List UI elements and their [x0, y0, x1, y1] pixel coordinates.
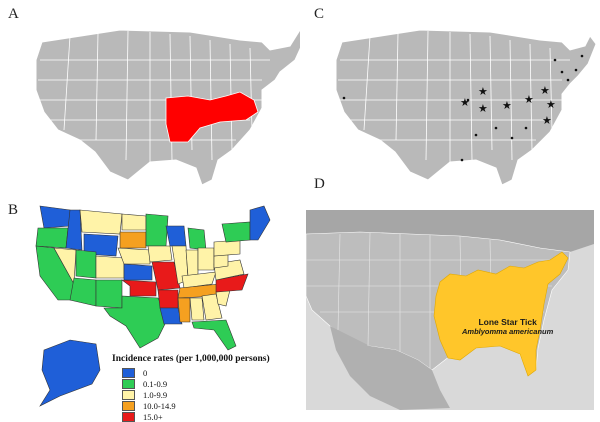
state-ne [117, 247, 151, 265]
map-c-usa: ★ ★ ★ ★ ★ ★ ★ ★ [335, 29, 597, 186]
state-ms [177, 297, 191, 323]
state-nm [95, 279, 123, 309]
state-az [69, 277, 97, 307]
legend-label: 0.1-0.9 [143, 378, 168, 389]
state-ga [201, 293, 223, 321]
case-stars: ★ ★ ★ ★ ★ ★ ★ ★ [460, 85, 556, 127]
map-b-incidence [35, 205, 271, 407]
state-pa [213, 239, 241, 257]
state-al [189, 297, 205, 321]
state-sd [119, 231, 147, 249]
star-marker: ★ [478, 103, 488, 115]
state-ok [121, 279, 157, 297]
dot-marker [460, 158, 464, 162]
panel-a: A [0, 0, 300, 200]
legend-swatch [122, 389, 135, 400]
panel-d: D Lone Star Tick Amblyomma americanum [300, 176, 600, 419]
dot-marker [553, 58, 557, 62]
panel-c: C ★ ★ ★ ★ ★ ★ ★ ★ [300, 0, 600, 200]
mexico-land [330, 326, 450, 410]
legend-swatch [122, 411, 135, 422]
state-in [185, 249, 199, 277]
state-ks [123, 263, 153, 281]
legend-label: 10.0-14.9 [143, 400, 176, 411]
legend-swatch [122, 378, 135, 389]
star-marker: ★ [502, 100, 512, 112]
dot-marker [566, 78, 570, 82]
legend-swatch [122, 367, 135, 378]
state-borders-c [338, 30, 570, 162]
legend-label: 0 [143, 367, 148, 378]
state-la [159, 307, 183, 325]
incidence-states [35, 205, 271, 407]
star-marker: ★ [478, 86, 488, 98]
state-oh [197, 247, 215, 271]
map-d-tick-range [305, 210, 594, 410]
legend-label: 15.0+ [143, 411, 163, 422]
panel-b-letter: B [8, 202, 19, 218]
canada-land [306, 210, 594, 252]
state-ia [147, 245, 173, 263]
highlight-states-a [165, 91, 259, 143]
panel-b: B [0, 200, 300, 422]
lone-star-tick-range [433, 251, 569, 377]
panel-c-letter: C [314, 6, 325, 22]
tick-scientific-name: Amblyomma americanum [462, 327, 554, 336]
state-ky [181, 271, 217, 289]
state-nv [53, 247, 77, 286]
state-sc [215, 289, 231, 307]
legend-item: 0 [122, 367, 270, 378]
dot-marker [524, 126, 528, 130]
map-a-usa [35, 29, 300, 186]
state-co [95, 255, 125, 279]
star-marker: ★ [524, 94, 534, 106]
case-dots [342, 54, 584, 162]
star-marker: ★ [460, 97, 470, 109]
dot-marker [560, 70, 564, 74]
star-marker: ★ [542, 115, 552, 127]
star-marker: ★ [540, 85, 550, 97]
state-mt [79, 209, 123, 235]
legend-item: 10.0-14.9 [122, 400, 270, 411]
state-id [65, 209, 83, 251]
dot-marker [494, 126, 498, 130]
state-mi [187, 227, 207, 251]
dot-marker [510, 136, 514, 140]
dot-marker [474, 133, 478, 137]
dot-marker [574, 68, 578, 72]
legend-swatch [122, 400, 135, 411]
dot-marker [342, 96, 346, 100]
tick-range-label: Lone Star Tick Amblyomma americanum [462, 317, 553, 336]
tick-common-name: Lone Star Tick [478, 317, 537, 327]
state-ut [75, 249, 97, 279]
incidence-legend: Incidence rates (per 1,000,000 persons) … [112, 354, 270, 422]
state-ak [39, 339, 101, 407]
state-wi [165, 225, 187, 247]
state-wa [39, 205, 71, 229]
legend-item: 1.0-9.9 [122, 389, 270, 400]
dot-marker [466, 98, 470, 102]
legend-item: 0.1-0.9 [122, 378, 270, 389]
state-nd [121, 213, 147, 231]
state-wy [83, 233, 119, 257]
state-new-england [249, 205, 271, 241]
panel-d-letter: D [314, 176, 325, 192]
state-mn [145, 213, 169, 247]
legend-label: 1.0-9.9 [143, 389, 168, 400]
state-ar [157, 289, 179, 309]
state-ny [221, 221, 251, 243]
legend-title: Incidence rates (per 1,000,000 persons) [112, 354, 270, 364]
state-or [35, 227, 69, 249]
panel-a-letter: A [8, 6, 19, 22]
dot-marker [580, 54, 584, 58]
star-marker: ★ [546, 99, 556, 111]
state-fl [191, 319, 237, 351]
legend-item: 15.0+ [122, 411, 270, 422]
